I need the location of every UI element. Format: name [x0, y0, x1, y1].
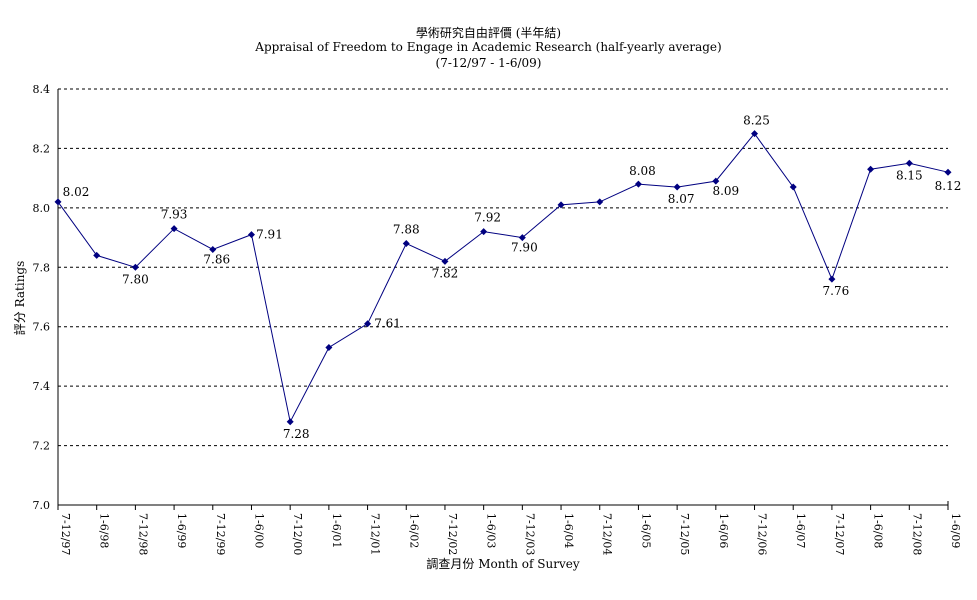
data-labels: 8.02 7.80 7.93 7.86 7.91 7.28 7.61 7.88 7.82 7.92…: [63, 114, 962, 441]
x-tick-label: 1-6/98: [98, 513, 111, 548]
data-point: [596, 198, 604, 206]
y-tick-label: 8.4: [33, 83, 51, 96]
data-point: [325, 344, 333, 352]
x-tick-label: 1-6/09: [949, 513, 962, 548]
x-tick-label: 7-12/06: [756, 513, 769, 555]
data-label: 7.91: [256, 228, 283, 242]
x-tick-label: 1-6/08: [872, 513, 885, 548]
y-tick-label: 7.2: [33, 440, 51, 453]
y-axis-label: 評分 Ratings: [12, 261, 27, 336]
data-label: 7.76: [823, 284, 850, 298]
data-point: [247, 231, 255, 239]
data-point: [54, 198, 62, 206]
x-tick-label: 1-6/01: [330, 513, 343, 548]
data-markers: [54, 130, 952, 426]
data-label: 7.28: [283, 427, 310, 441]
data-point: [557, 201, 565, 209]
data-point: [93, 251, 101, 259]
data-point: [131, 263, 139, 271]
series-line: [57, 132, 949, 424]
x-tick-label: 7-12/03: [523, 513, 536, 555]
data-point: [828, 275, 836, 283]
x-tick-labels: 7-12/97 1-6/98 7-12/98 1-6/99 7-12/99 1-6/00 7…: [59, 513, 962, 555]
chart-period: (7-12/97 - 1-6/09): [435, 56, 542, 70]
x-tick-label: 7-12/05: [678, 513, 691, 555]
chart-title-zh: 學術研究自由評價 (半年結): [415, 26, 562, 40]
data-label: 8.09: [712, 184, 739, 198]
data-point: [867, 165, 875, 173]
x-tick-label: 7-12/97: [59, 513, 72, 555]
data-point: [441, 257, 449, 265]
y-tick-label: 7.8: [33, 261, 51, 274]
data-point: [364, 320, 372, 328]
data-point: [170, 225, 178, 233]
chart-subtitle: Appraisal of Freedom to Engage in Academ…: [255, 40, 722, 54]
data-point: [673, 183, 681, 191]
data-label: 8.08: [629, 164, 656, 178]
data-label: 8.25: [743, 114, 770, 128]
data-point: [286, 418, 294, 426]
data-label: 7.88: [393, 223, 420, 237]
data-point: [402, 240, 410, 248]
data-label: 7.61: [374, 317, 401, 331]
x-tick-label: 1-6/00: [252, 513, 265, 548]
data-label: 7.80: [122, 272, 149, 286]
data-point: [944, 168, 952, 176]
x-tick-label: 7-12/04: [601, 513, 614, 555]
data-label: 8.15: [896, 168, 923, 182]
axes: [57, 89, 949, 510]
x-tick-label: 7-12/00: [291, 513, 304, 555]
data-point: [789, 183, 797, 191]
data-label: 8.02: [63, 185, 90, 199]
data-label: 7.82: [432, 266, 459, 280]
data-label: 7.90: [511, 241, 538, 255]
data-point: [712, 177, 720, 185]
x-tick-label: 1-6/04: [562, 513, 575, 548]
x-tick-label: 1-6/03: [485, 513, 498, 548]
data-label: 7.92: [474, 211, 501, 225]
y-tick-label: 8.2: [33, 142, 51, 155]
x-tick-label: 1-6/05: [639, 513, 652, 548]
data-label: 7.93: [161, 208, 188, 222]
x-tick-label: 7-12/01: [369, 513, 382, 555]
x-tick-label: 1-6/07: [794, 513, 807, 548]
x-tick-label: 7-12/08: [910, 513, 923, 555]
x-tick-label: 7-12/02: [446, 513, 459, 555]
data-label: 8.07: [668, 192, 695, 206]
y-tick-label: 8.0: [33, 202, 51, 215]
x-tick-label: 7-12/98: [136, 513, 149, 555]
data-point: [518, 234, 526, 242]
y-tick-label: 7.0: [33, 499, 51, 512]
data-point: [634, 180, 642, 188]
data-point: [480, 228, 488, 236]
gridlines: [58, 88, 948, 447]
x-tick-label: 7-12/99: [214, 513, 227, 555]
data-point: [751, 130, 759, 138]
x-tick-label: 7-12/07: [833, 513, 846, 555]
x-tick-label: 1-6/06: [717, 513, 730, 548]
y-tick-label: 7.6: [33, 321, 51, 334]
data-label: 8.12: [935, 179, 962, 193]
y-tick-labels: 7.0 7.2 7.4 7.6 7.8 8.0 8.2 8.4: [33, 83, 51, 512]
data-point: [905, 159, 913, 167]
y-tick-label: 7.4: [33, 380, 51, 393]
x-axis-label: 調查月份 Month of Survey: [426, 557, 579, 571]
data-point: [209, 245, 217, 253]
x-tick-label: 1-6/99: [175, 513, 188, 548]
x-tick-label: 1-6/02: [407, 513, 420, 548]
data-label: 7.86: [203, 252, 230, 266]
